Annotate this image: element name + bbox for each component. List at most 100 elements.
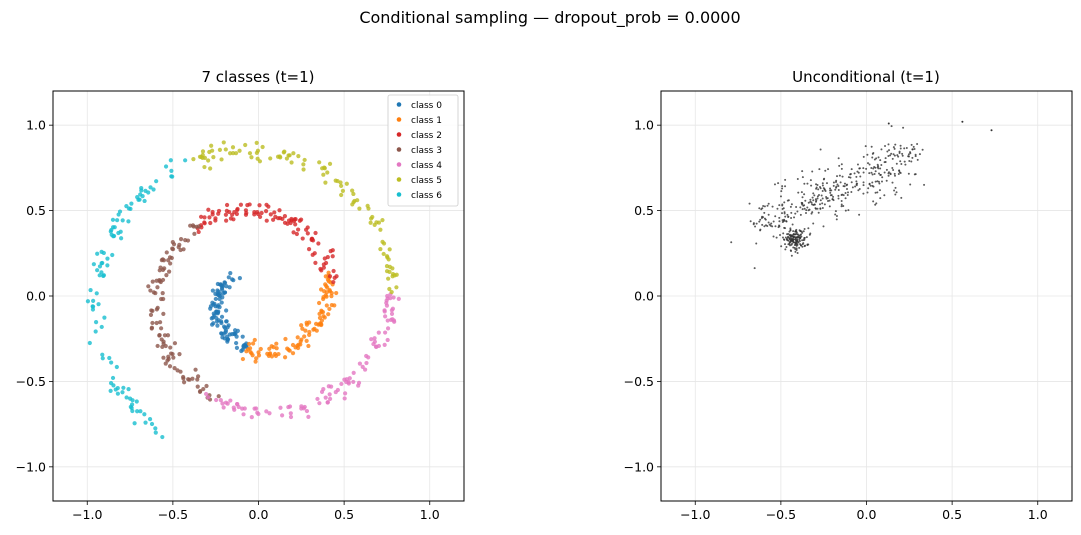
point-unconditional [885, 179, 888, 182]
point-class-6 [110, 375, 116, 381]
point-class-6 [107, 355, 112, 361]
unconditional-ytick-label: 0.5 [634, 203, 654, 218]
point-class-0 [220, 287, 225, 292]
point-unconditional [781, 185, 784, 188]
point-class-6 [95, 251, 100, 256]
point-class-3 [160, 290, 165, 296]
point-class-6 [169, 168, 174, 173]
point-class-2 [224, 202, 230, 208]
subplot-unconditional-title: Unconditional (t=1) [792, 68, 940, 86]
point-unconditional [918, 153, 921, 156]
point-unconditional [825, 182, 828, 185]
point-class-1 [247, 346, 253, 351]
point-class-3 [149, 326, 154, 331]
point-class-0 [227, 285, 232, 290]
point-class-0 [215, 323, 220, 328]
point-class-0 [219, 300, 224, 305]
point-unconditional [894, 193, 897, 196]
point-unconditional [892, 153, 895, 156]
point-unconditional [837, 157, 840, 160]
point-unconditional [913, 148, 916, 151]
point-unconditional [880, 180, 883, 183]
point-class-6 [91, 262, 96, 267]
point-class-5 [390, 266, 395, 271]
point-class-0 [211, 321, 216, 326]
point-unconditional [808, 233, 811, 236]
point-unconditional [909, 152, 912, 155]
point-unconditional [901, 152, 904, 155]
point-class-4 [372, 336, 377, 341]
point-unconditional [792, 240, 795, 243]
point-class-5 [211, 154, 216, 160]
point-class-3 [169, 255, 174, 261]
point-unconditional [776, 207, 779, 210]
point-unconditional [858, 213, 861, 216]
point-unconditional [874, 191, 877, 194]
point-class-3 [150, 279, 155, 284]
point-class-5 [249, 155, 254, 160]
point-class-4 [385, 326, 391, 331]
point-unconditional [887, 143, 890, 146]
point-unconditional [778, 204, 781, 207]
point-unconditional [893, 172, 896, 175]
point-unconditional [810, 184, 813, 187]
point-class-3 [195, 384, 200, 389]
point-class-0 [234, 340, 239, 346]
point-class-2 [216, 208, 222, 214]
point-unconditional [829, 189, 832, 192]
point-class-1 [256, 353, 262, 358]
point-unconditional [916, 143, 919, 146]
point-class-6 [120, 390, 125, 395]
point-class-6 [153, 426, 158, 431]
point-unconditional [893, 147, 896, 150]
point-class-3 [154, 320, 159, 326]
point-unconditional [850, 168, 853, 171]
point-class-4 [204, 391, 209, 397]
point-unconditional [781, 207, 784, 210]
subplot-classes: 7 classes (t=1) −1.0 −0.5 0.0 0.5 1.0 −1.0 −0.… [16, 68, 465, 522]
point-unconditional [847, 191, 850, 194]
point-unconditional [752, 222, 755, 225]
point-unconditional [792, 230, 795, 233]
point-unconditional [862, 171, 865, 174]
point-class-0 [228, 271, 233, 276]
point-class-6 [97, 264, 103, 269]
point-class-1 [244, 349, 249, 354]
point-class-5 [191, 157, 196, 162]
point-class-3 [194, 224, 199, 229]
point-class-6 [163, 164, 169, 169]
point-unconditional [763, 225, 766, 228]
point-class-2 [264, 218, 269, 223]
point-unconditional [758, 207, 761, 210]
point-class-1 [304, 338, 309, 344]
legend-label-class-2: class 2 [411, 131, 442, 141]
point-class-0 [224, 284, 229, 289]
point-unconditional [886, 150, 889, 153]
point-unconditional [867, 162, 869, 165]
point-class-0 [232, 331, 237, 336]
point-class-5 [339, 192, 344, 198]
point-unconditional [787, 215, 790, 218]
point-class-6 [142, 198, 147, 204]
point-unconditional [811, 170, 814, 173]
point-unconditional [786, 233, 789, 236]
point-class-4 [228, 398, 233, 403]
point-unconditional [803, 238, 806, 241]
point-unconditional [862, 167, 865, 170]
point-class-1 [324, 290, 329, 295]
point-class-1 [271, 345, 276, 350]
figure-suptitle: Conditional sampling — dropout_prob = 0.… [359, 8, 740, 28]
point-class-6 [138, 192, 143, 197]
point-class-6 [108, 388, 113, 393]
point-class-0 [209, 316, 214, 321]
point-unconditional [775, 236, 778, 239]
point-unconditional [807, 201, 810, 204]
point-class-6 [91, 298, 96, 303]
point-unconditional [782, 232, 785, 235]
point-unconditional [785, 246, 788, 249]
point-class-6 [130, 408, 135, 414]
unconditional-ytick-label: 0.0 [634, 289, 654, 304]
point-unconditional [856, 182, 859, 185]
point-unconditional [796, 210, 799, 213]
point-class-3 [193, 367, 198, 372]
